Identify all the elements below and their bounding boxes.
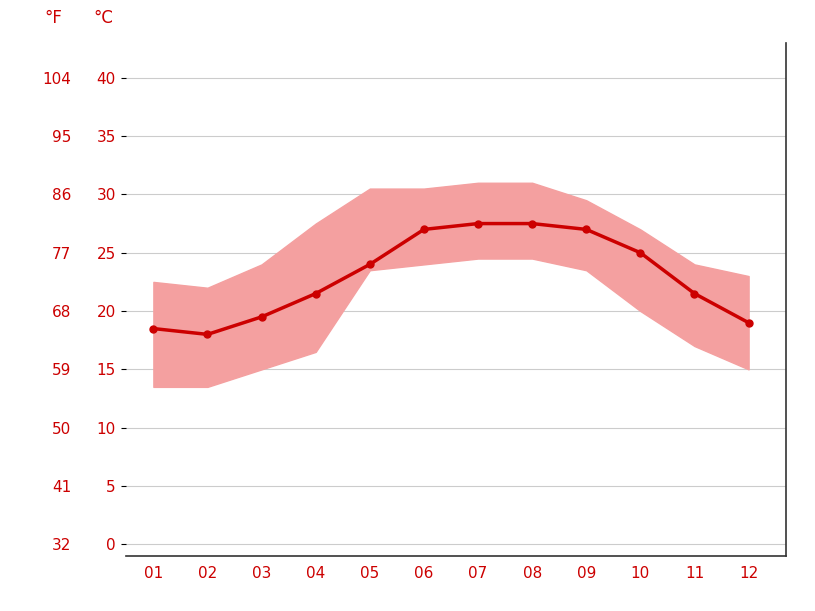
Text: °F: °F (45, 10, 63, 27)
Text: °C: °C (94, 10, 113, 27)
